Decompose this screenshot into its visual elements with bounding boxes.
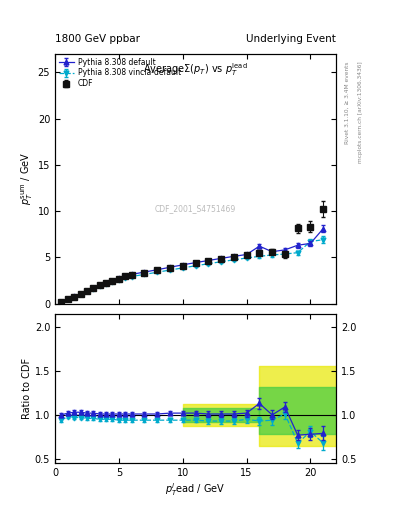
Y-axis label: $p_T^{\rm sum}$ / GeV: $p_T^{\rm sum}$ / GeV [20, 152, 35, 205]
Text: Average$\Sigma(p_T)$ vs $p_T^{\rm lead}$: Average$\Sigma(p_T)$ vs $p_T^{\rm lead}$ [143, 61, 248, 78]
Text: mcplots.cern.ch [arXiv:1306.3436]: mcplots.cern.ch [arXiv:1306.3436] [358, 61, 364, 163]
Text: CDF_2001_S4751469: CDF_2001_S4751469 [155, 204, 236, 213]
X-axis label: $p_T^{l}$ead / GeV: $p_T^{l}$ead / GeV [165, 481, 226, 498]
Text: Rivet 3.1.10, ≥ 3.4M events: Rivet 3.1.10, ≥ 3.4M events [345, 61, 350, 144]
Text: Underlying Event: Underlying Event [246, 33, 336, 44]
Text: 1800 GeV ppbar: 1800 GeV ppbar [55, 33, 140, 44]
Legend: Pythia 8.308 default, Pythia 8.308 vincia-default, CDF: Pythia 8.308 default, Pythia 8.308 vinci… [57, 56, 183, 90]
Y-axis label: Ratio to CDF: Ratio to CDF [22, 358, 32, 419]
